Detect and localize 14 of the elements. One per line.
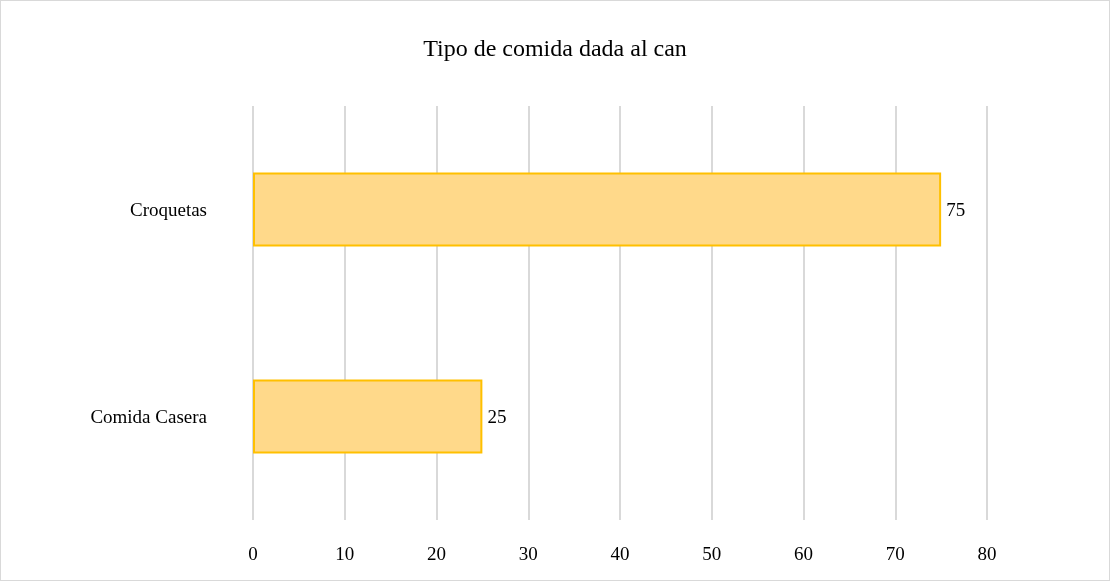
y-tick-label: Croquetas (129, 199, 207, 220)
data-label: 75 (946, 199, 966, 220)
x-tick-label: 50 (702, 543, 722, 564)
x-tick-label: 70 (885, 543, 905, 564)
x-tick-label: 20 (427, 543, 446, 564)
data-label: 25 (487, 406, 507, 427)
chart-title: Tipo de comida dada al can (423, 35, 687, 61)
x-tick-label: 30 (518, 543, 538, 564)
x-tick-label: 40 (610, 543, 630, 564)
y-tick-label: Comida Casera (90, 406, 208, 427)
x-tick-label: 0 (248, 543, 258, 564)
x-tick-label: 80 (977, 543, 997, 564)
x-tick-label: 10 (335, 543, 355, 564)
x-tick-label: 60 (794, 543, 813, 564)
